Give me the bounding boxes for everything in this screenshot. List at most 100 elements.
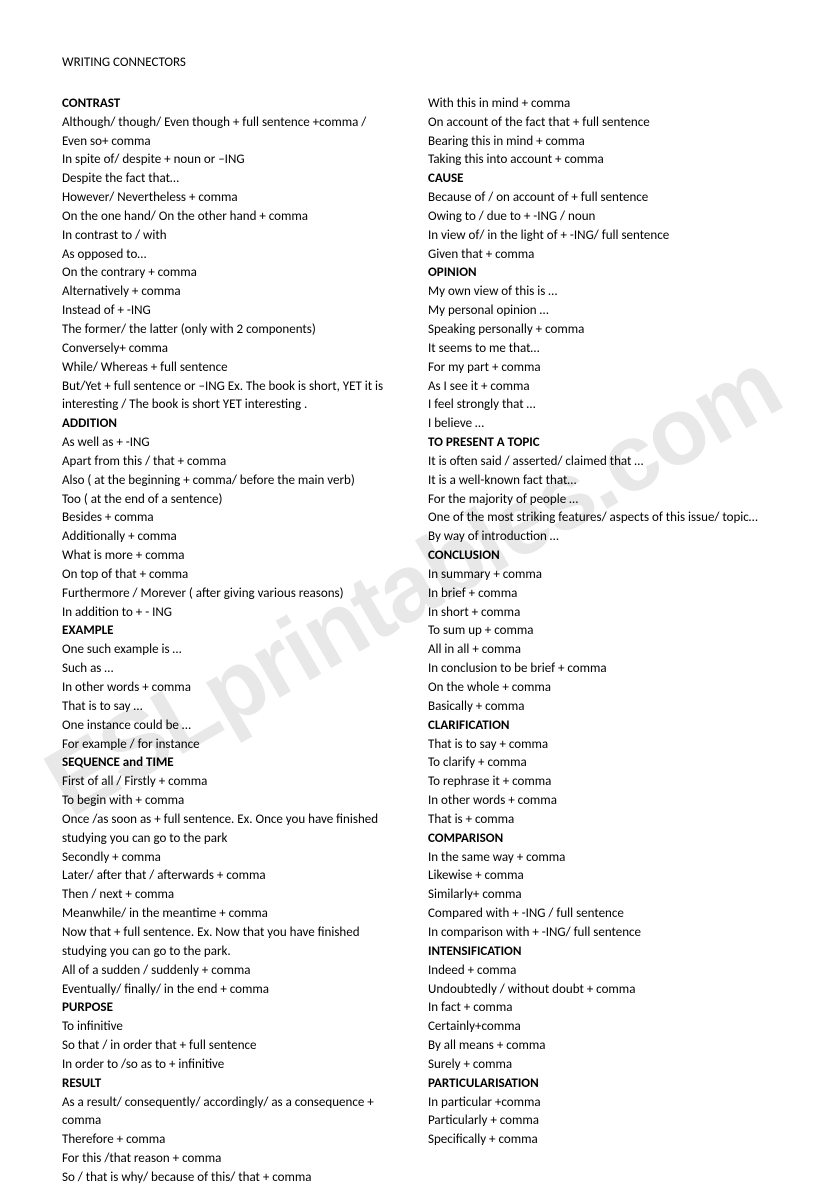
connector-line: My personal opinion …: [428, 302, 764, 321]
connector-line: As a result/ consequently/ accordingly/ …: [62, 1094, 398, 1132]
connector-line: It seems to me that…: [428, 340, 764, 359]
connector-line: In other words + comma: [428, 792, 764, 811]
connector-line: I feel strongly that …: [428, 396, 764, 415]
section-heading: PURPOSE: [62, 999, 398, 1018]
connector-line: That is to say …: [62, 698, 398, 717]
right-column: With this in mind + commaOn account of t…: [428, 95, 764, 1188]
connector-line: On the contrary + comma: [62, 264, 398, 283]
connector-line: Also ( at the beginning + comma/ before …: [62, 472, 398, 491]
section-heading: COMPARISON: [428, 830, 764, 849]
page-content: WRITING CONNECTORS CONTRASTAlthough/ tho…: [62, 54, 764, 1188]
connector-line: On the one hand/ On the other hand + com…: [62, 208, 398, 227]
section-heading: CONCLUSION: [428, 547, 764, 566]
connector-line: On top of that + comma: [62, 566, 398, 585]
connector-line: The former/ the latter (only with 2 comp…: [62, 321, 398, 340]
connector-line: Likewise + comma: [428, 867, 764, 886]
connector-line: One instance could be …: [62, 717, 398, 736]
connector-line: That is to say + comma: [428, 736, 764, 755]
connector-line: Once /as soon as + full sentence. Ex. On…: [62, 811, 398, 849]
connector-line: However/ Nevertheless + comma: [62, 189, 398, 208]
connector-line: It is often said / asserted/ claimed tha…: [428, 453, 764, 472]
connector-line: Instead of + -ING: [62, 302, 398, 321]
connector-line: Alternatively + comma: [62, 283, 398, 302]
connector-line: In short + comma: [428, 604, 764, 623]
connector-line: To rephrase it + comma: [428, 773, 764, 792]
connector-line: In summary + comma: [428, 566, 764, 585]
connector-line: In the same way + comma: [428, 849, 764, 868]
section-heading: EXAMPLE: [62, 622, 398, 641]
connector-line: By way of introduction …: [428, 528, 764, 547]
section-heading: TO PRESENT A TOPIC: [428, 434, 764, 453]
connector-line: Similarly+ comma: [428, 886, 764, 905]
connector-line: What is more + comma: [62, 547, 398, 566]
section-heading: INTENSIFICATION: [428, 943, 764, 962]
connector-line: Bearing this in mind + comma: [428, 133, 764, 152]
connector-line: In comparison with + -ING/ full sentence: [428, 924, 764, 943]
connector-line: Meanwhile/ in the meantime + comma: [62, 905, 398, 924]
connector-line: All of a sudden / suddenly + comma: [62, 962, 398, 981]
connector-line: Taking this into account + comma: [428, 151, 764, 170]
section-heading: PARTICULARISATION: [428, 1075, 764, 1094]
connector-line: Undoubtedly / without doubt + comma: [428, 981, 764, 1000]
connector-line: Indeed + comma: [428, 962, 764, 981]
connector-line: First of all / Firstly + comma: [62, 773, 398, 792]
section-heading: CAUSE: [428, 170, 764, 189]
section-heading: CLARIFICATION: [428, 717, 764, 736]
connector-line: In fact + comma: [428, 999, 764, 1018]
connector-line: Besides + comma: [62, 509, 398, 528]
section-heading: OPINION: [428, 264, 764, 283]
section-heading: RESULT: [62, 1075, 398, 1094]
connector-line: Although/ though/ Even though + full sen…: [62, 114, 398, 133]
connector-line: With this in mind + comma: [428, 95, 764, 114]
connector-line: One such example is …: [62, 641, 398, 660]
connector-line: To infinitive: [62, 1018, 398, 1037]
connector-line: In view of/ in the light of + -ING/ full…: [428, 227, 764, 246]
connector-line: Compared with + -ING / full sentence: [428, 905, 764, 924]
connector-line: Conversely+ comma: [62, 340, 398, 359]
connector-line: On account of the fact that + full sente…: [428, 114, 764, 133]
connector-line: Specifically + comma: [428, 1131, 764, 1150]
connector-line: In brief + comma: [428, 585, 764, 604]
connector-line: For my part + comma: [428, 359, 764, 378]
connector-line: As I see it + comma: [428, 378, 764, 397]
connector-line: My own view of this is …: [428, 283, 764, 302]
left-column: CONTRASTAlthough/ though/ Even though + …: [62, 95, 398, 1188]
connector-line: Certainly+comma: [428, 1018, 764, 1037]
connector-line: As opposed to…: [62, 246, 398, 265]
connector-line: In conclusion to be brief + comma: [428, 660, 764, 679]
connector-line: In order to /so as to + infinitive: [62, 1056, 398, 1075]
connector-line: By all means + comma: [428, 1037, 764, 1056]
connector-line: While/ Whereas + full sentence: [62, 359, 398, 378]
connector-line: For example / for instance: [62, 736, 398, 755]
section-heading: ADDITION: [62, 415, 398, 434]
connector-line: For the majority of people …: [428, 491, 764, 510]
connector-line: So that / in order that + full sentence: [62, 1037, 398, 1056]
connector-line: Later/ after that / afterwards + comma: [62, 867, 398, 886]
connector-line: Because of / on account of + full senten…: [428, 189, 764, 208]
connector-line: Particularly + comma: [428, 1112, 764, 1131]
connector-line: But/Yet + full sentence or –ING Ex. The …: [62, 378, 398, 416]
columns-container: CONTRASTAlthough/ though/ Even though + …: [62, 95, 764, 1188]
connector-line: Owing to / due to + -ING / noun: [428, 208, 764, 227]
connector-line: Despite the fact that…: [62, 170, 398, 189]
connector-line: Additionally + comma: [62, 528, 398, 547]
connector-line: In spite of/ despite + noun or –ING: [62, 151, 398, 170]
connector-line: In addition to + - ING: [62, 604, 398, 623]
connector-line: All in all + comma: [428, 641, 764, 660]
connector-line: In other words + comma: [62, 679, 398, 698]
connector-line: To begin with + comma: [62, 792, 398, 811]
connector-line: It is a well-known fact that…: [428, 472, 764, 491]
connector-line: To clarify + comma: [428, 754, 764, 773]
section-heading: CONTRAST: [62, 95, 398, 114]
connector-line: Secondly + comma: [62, 849, 398, 868]
document-title: WRITING CONNECTORS: [62, 54, 764, 73]
connector-line: Such as …: [62, 660, 398, 679]
connector-line: Now that + full sentence. Ex. Now that y…: [62, 924, 398, 962]
connector-line: As well as + -ING: [62, 434, 398, 453]
section-heading: SEQUENCE and TIME: [62, 754, 398, 773]
connector-line: Even so+ comma: [62, 133, 398, 152]
connector-line: Too ( at the end of a sentence): [62, 491, 398, 510]
connector-line: Basically + comma: [428, 698, 764, 717]
connector-line: Apart from this / that + comma: [62, 453, 398, 472]
connector-line: Given that + comma: [428, 246, 764, 265]
